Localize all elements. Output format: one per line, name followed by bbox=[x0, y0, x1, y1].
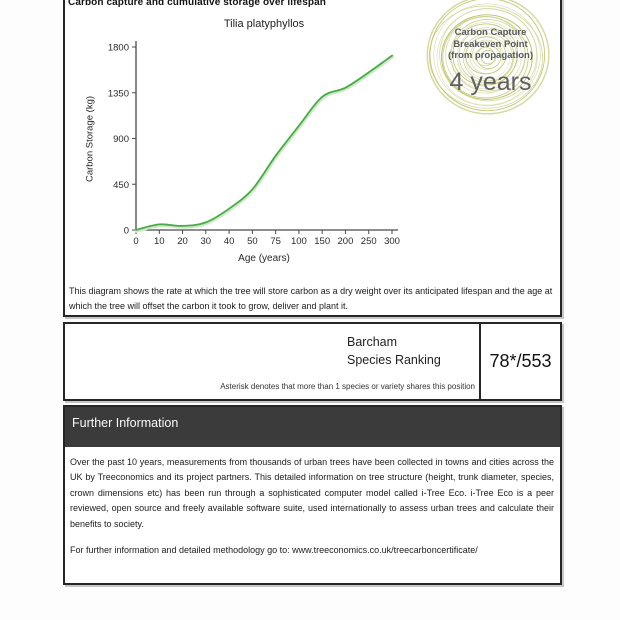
badge-line-1: Carbon Capture bbox=[454, 27, 527, 38]
svg-text:0: 0 bbox=[133, 236, 138, 247]
svg-text:1800: 1800 bbox=[108, 43, 129, 54]
ranking-label-line1: Barcham bbox=[347, 335, 398, 349]
svg-text:200: 200 bbox=[338, 236, 354, 247]
methodology-url-line: For further information and detailed met… bbox=[70, 545, 478, 556]
breakeven-badge: Carbon Capture Breakeven Point (from pro… bbox=[423, 0, 558, 121]
svg-text:250: 250 bbox=[361, 236, 377, 247]
svg-text:75: 75 bbox=[270, 236, 281, 247]
chart-species-title: Tilia platyphyllos bbox=[223, 18, 305, 30]
svg-text:40: 40 bbox=[224, 236, 235, 247]
ranking-divider bbox=[479, 324, 481, 399]
further-information-paragraph: Over the past 10 years, measurements fro… bbox=[70, 457, 554, 529]
svg-text:10: 10 bbox=[154, 236, 165, 247]
svg-text:300: 300 bbox=[384, 236, 400, 247]
svg-text:450: 450 bbox=[113, 180, 129, 191]
carbon-capture-section: Carbon capture and cumulative storage ov… bbox=[63, 0, 562, 317]
further-information-section: Further Information Over the past 10 yea… bbox=[63, 405, 562, 585]
further-information-header: Further Information bbox=[65, 407, 560, 447]
species-ranking-section: Barcham Species Ranking Asterisk denotes… bbox=[63, 322, 562, 401]
svg-text:150: 150 bbox=[314, 236, 330, 247]
breakeven-badge-text: Carbon Capture Breakeven Point (from pro… bbox=[423, 27, 558, 62]
svg-text:0: 0 bbox=[124, 226, 129, 237]
chart-y-axis-label: Carbon Storage (kg) bbox=[84, 95, 96, 183]
badge-line-2: Breakeven Point bbox=[453, 38, 528, 50]
breakeven-years-value: 4 years bbox=[449, 68, 532, 96]
ranking-label: Barcham Species Ranking bbox=[347, 333, 441, 369]
carbon-storage-chart: 0 450 900 1350 1800 0 10 20 30 40 50 75 100 150 200 250… bbox=[108, 41, 400, 264]
svg-text:20: 20 bbox=[177, 236, 188, 247]
svg-text:30: 30 bbox=[201, 236, 212, 247]
svg-text:100: 100 bbox=[291, 236, 307, 247]
badge-line-3: (from propagation) bbox=[448, 50, 533, 61]
section-title: Carbon capture and cumulative storage ov… bbox=[68, 0, 326, 8]
ranking-footnote: Asterisk denotes that more than 1 specie… bbox=[220, 382, 475, 391]
ranking-value: 78*/553 bbox=[489, 351, 552, 371]
svg-text:900: 900 bbox=[113, 134, 129, 145]
tree-rings-icon bbox=[426, 0, 550, 115]
ranking-label-line2: Species Ranking bbox=[347, 353, 441, 367]
chart-description: This diagram shows the rate at which the… bbox=[69, 286, 553, 312]
svg-text:50: 50 bbox=[247, 236, 258, 247]
svg-text:1350: 1350 bbox=[108, 88, 129, 99]
svg-text:Age (years): Age (years) bbox=[238, 253, 290, 264]
